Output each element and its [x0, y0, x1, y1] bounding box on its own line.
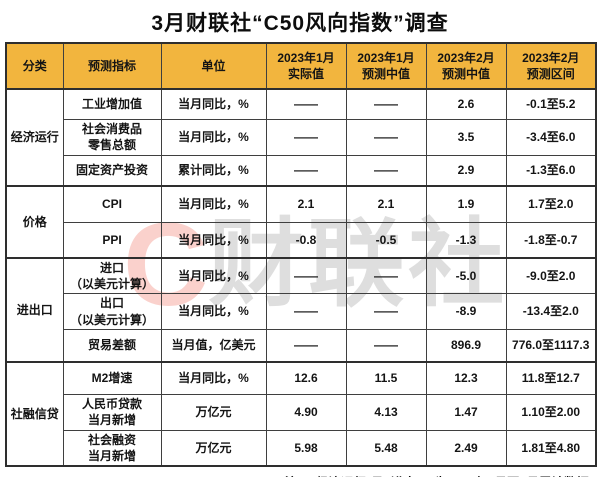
table-container: C 财联社 分类 预测指标 单位 2023年1月 实际值 2023年1月 预测中… — [5, 42, 597, 477]
unit-cell: 当月同比，% — [160, 221, 267, 259]
unit-cell: 累计同比，% — [160, 154, 267, 187]
table-row: 固定资产投资 累计同比，% —— —— 2.9 -1.3至6.0 — [6, 154, 597, 187]
footnote: 注：“经济运行”及“进出口”为2023年1月至2月累计数据 — [5, 467, 595, 477]
feb-range-cell: 1.81至4.80 — [505, 429, 597, 467]
feb-range-cell: -9.0至2.0 — [505, 257, 597, 295]
table-row: 经济运行 工业增加值 当月同比，% —— —— 2.6 -0.1至5.2 — [5, 88, 597, 187]
unit-cell: 当月同比，% — [160, 361, 267, 395]
feb-median-cell: 1.47 — [425, 393, 507, 431]
jan-median-cell: —— — [345, 88, 427, 120]
indicator-cell: 社会消费品 零售总额 — [62, 118, 162, 156]
header-feb-median: 2023年2月 预测中值 — [425, 42, 507, 90]
unit-cell: 当月同比，% — [160, 185, 267, 223]
unit-cell: 当月同比，% — [160, 257, 267, 295]
unit-cell: 万亿元 — [160, 393, 267, 431]
jan-actual-cell: 12.6 — [265, 361, 347, 395]
table-row: 进出口 进口 （以美元计算） 当月同比，% —— —— -5.0 -9.0至2.… — [5, 256, 597, 363]
header-category: 分类 — [5, 42, 64, 90]
table-row: 社会消费品 零售总额 当月同比，% —— —— 3.5 -3.4至6.0 — [6, 118, 597, 156]
feb-median-cell: 3.5 — [425, 118, 507, 156]
indicator-cell: PPI — [62, 221, 162, 259]
jan-median-cell: —— — [345, 293, 427, 330]
feb-range-cell: -1.3至6.0 — [505, 154, 597, 187]
feb-range-cell: -13.4至2.0 — [505, 293, 597, 330]
table-header-row: 分类 预测指标 单位 2023年1月 实际值 2023年1月 预测中值 2023… — [5, 42, 597, 90]
feb-median-cell: -5.0 — [425, 257, 507, 295]
feb-range-cell: 1.10至2.00 — [505, 393, 597, 431]
indicator-cell: 固定资产投资 — [62, 154, 162, 187]
jan-median-cell: —— — [345, 154, 427, 187]
indicator-cell: 工业增加值 — [62, 88, 162, 120]
table-row: 出口 （以美元计算） 当月同比，% —— —— -8.9 -13.4至2.0 — [6, 293, 597, 330]
indicator-cell: 贸易差额 — [62, 328, 162, 363]
feb-median-cell: 2.9 — [425, 154, 507, 187]
feb-median-cell: 2.49 — [425, 429, 507, 467]
jan-actual-cell: —— — [265, 88, 347, 120]
jan-actual-cell: 2.1 — [265, 185, 347, 223]
jan-median-cell: 2.1 — [345, 185, 427, 223]
jan-actual-cell: 5.98 — [265, 429, 347, 467]
feb-median-cell: -1.3 — [425, 221, 507, 259]
indicator-cell: 社会融资 当月新增 — [62, 429, 162, 467]
feb-range-cell: -3.4至6.0 — [505, 118, 597, 156]
unit-cell: 万亿元 — [160, 429, 267, 467]
table-row: 社会融资 当月新增 万亿元 5.98 5.48 2.49 1.81至4.80 — [6, 429, 597, 467]
feb-range-cell: -1.8至-0.7 — [505, 221, 597, 259]
jan-median-cell: 5.48 — [345, 429, 427, 467]
feb-range-cell: -0.1至5.2 — [505, 88, 597, 120]
table-row: 人民币贷款 当月新增 万亿元 4.90 4.13 1.47 1.10至2.00 — [6, 393, 597, 431]
feb-median-cell: 12.3 — [425, 361, 507, 395]
unit-cell: 当月值，亿美元 — [160, 328, 267, 363]
table-row: 社融信贷 M2增速 当月同比，% 12.6 11.5 12.3 11.8至12.… — [5, 361, 597, 467]
indicator-cell: 出口 （以美元计算） — [62, 293, 162, 330]
jan-actual-cell: —— — [265, 154, 347, 187]
jan-median-cell: —— — [345, 257, 427, 295]
indicator-cell: M2增速 — [62, 361, 162, 395]
jan-median-cell: —— — [345, 328, 427, 363]
jan-actual-cell: 4.90 — [265, 393, 347, 431]
unit-cell: 当月同比，% — [160, 88, 267, 120]
feb-range-cell: 776.0至1117.3 — [505, 328, 597, 363]
jan-median-cell: —— — [345, 118, 427, 156]
jan-actual-cell: —— — [265, 328, 347, 363]
feb-median-cell: 2.6 — [425, 88, 507, 120]
feb-range-cell: 1.7至2.0 — [505, 185, 597, 223]
header-unit: 单位 — [160, 42, 267, 90]
indicator-cell: 人民币贷款 当月新增 — [62, 393, 162, 431]
header-feb-range: 2023年2月 预测区间 — [505, 42, 597, 90]
category-cell: 经济运行 — [5, 88, 64, 187]
feb-median-cell: 1.9 — [425, 185, 507, 223]
indicator-cell: 进口 （以美元计算） — [62, 257, 162, 295]
category-cell: 社融信贷 — [5, 361, 64, 467]
c50-forecast-table: 分类 预测指标 单位 2023年1月 实际值 2023年1月 预测中值 2023… — [5, 42, 597, 468]
jan-actual-cell: -0.8 — [265, 221, 347, 259]
feb-median-cell: -8.9 — [425, 293, 507, 330]
table-row: PPI 当月同比，% -0.8 -0.5 -1.3 -1.8至-0.7 — [6, 221, 597, 259]
table-row: 价格 CPI 当月同比，% 2.1 2.1 1.9 1.7至2.0 — [5, 185, 597, 259]
jan-actual-cell: —— — [265, 293, 347, 330]
jan-actual-cell: —— — [265, 118, 347, 156]
header-jan-actual: 2023年1月 实际值 — [265, 42, 347, 90]
table-row: 贸易差额 当月值，亿美元 —— —— 896.9 776.0至1117.3 — [6, 328, 597, 363]
jan-actual-cell: —— — [265, 257, 347, 295]
category-cell: 进出口 — [5, 256, 64, 363]
header-indicator: 预测指标 — [62, 42, 162, 90]
header-jan-median: 2023年1月 预测中值 — [345, 42, 427, 90]
indicator-cell: CPI — [62, 185, 162, 223]
unit-cell: 当月同比，% — [160, 118, 267, 156]
jan-median-cell: 4.13 — [345, 393, 427, 431]
feb-range-cell: 11.8至12.7 — [505, 361, 597, 395]
feb-median-cell: 896.9 — [425, 328, 507, 363]
jan-median-cell: 11.5 — [345, 361, 427, 395]
jan-median-cell: -0.5 — [345, 221, 427, 259]
unit-cell: 当月同比，% — [160, 293, 267, 330]
page-title: 3月财联社“C50风向指数”调查 — [151, 12, 449, 35]
category-cell: 价格 — [5, 185, 64, 259]
